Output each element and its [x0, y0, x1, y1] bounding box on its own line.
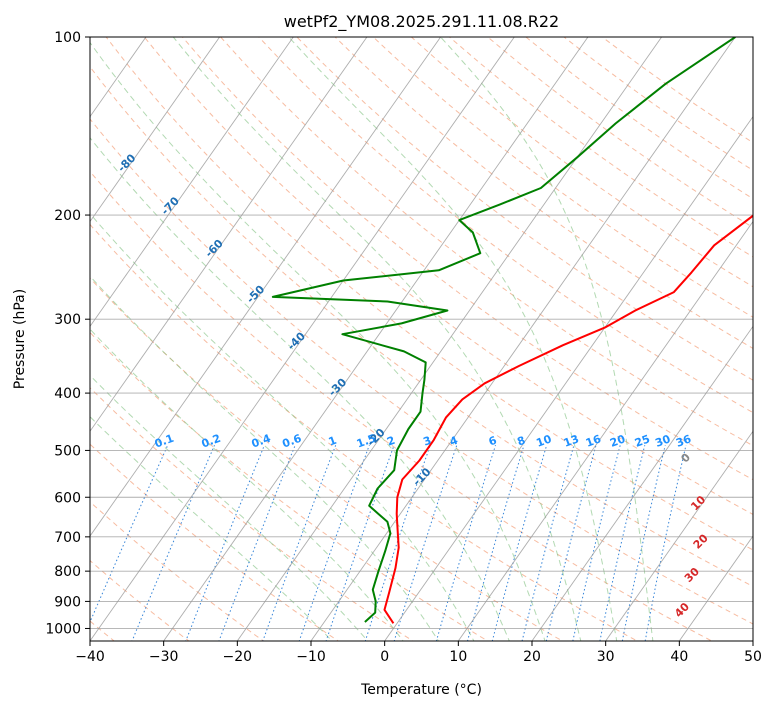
x-tick-label: 40	[670, 649, 688, 665]
mixing-ratio-label: 20	[608, 432, 627, 450]
y-tick-label: 500	[54, 443, 81, 459]
x-tick-label: 0	[380, 649, 389, 665]
dry-adiabat	[296, 37, 753, 381]
mixing-ratio-label: 0.6	[280, 432, 303, 451]
mixing-ratio-line	[218, 445, 296, 641]
moist-adiabat	[90, 41, 546, 641]
mixing-ratio-label: 30	[653, 432, 672, 450]
mixing-ratio-label: 4	[448, 434, 460, 449]
x-tick-label: 30	[597, 649, 615, 665]
mixing-ratio-line	[298, 445, 370, 641]
isotherm-line	[605, 430, 753, 641]
mixing-ratio-label: 1	[327, 434, 339, 449]
moist-adiabat	[90, 275, 440, 641]
y-axis-label: Pressure (hPa)	[12, 289, 28, 389]
y-tick-label: 300	[54, 312, 81, 328]
y-axis: 100 200 300 400 500 600 700 800 900 1000	[45, 30, 90, 637]
x-axis-label: Temperature (°C)	[360, 682, 482, 698]
dry-adiabat	[90, 443, 340, 641]
moist-adiabat	[90, 328, 404, 641]
mixing-ratio-label: 0.2	[200, 432, 223, 451]
mixing-ratio-label: 2	[385, 434, 397, 449]
chart-title: wetPf2_YM08.2025.291.11.08.R22	[284, 12, 559, 32]
mixing-ratio-label: 1.5	[355, 432, 378, 451]
moist-adiabat	[90, 136, 510, 641]
isotherm-line	[90, 37, 515, 641]
y-tick-label: 400	[54, 386, 81, 402]
x-tick-label: −20	[223, 649, 253, 665]
moist-adiabat	[288, 37, 618, 641]
temperature-profile	[383, 214, 753, 624]
mixing-ratio-line	[521, 445, 575, 641]
mixing-ratio-label: 16	[584, 432, 603, 450]
isotherm-line	[90, 37, 442, 537]
dry-adiabat	[90, 118, 753, 625]
isotherm-line	[384, 115, 753, 641]
isotherm-line	[531, 325, 753, 641]
y-tick-label: 100	[54, 30, 81, 46]
mixing-ratio-label: 0.1	[153, 432, 176, 451]
x-axis: −40 −30 −20 −10 0 10 20 30 40 50	[75, 641, 762, 665]
mixing-ratio-label: 3	[421, 434, 433, 449]
mixing-ratio-line	[262, 445, 337, 641]
mixing-ratio-label: 25	[633, 432, 652, 449]
y-tick-label: 800	[54, 564, 81, 580]
mixing-ratio-label: 36	[674, 432, 693, 450]
dry-adiabat	[220, 37, 753, 447]
isotherm-line	[457, 220, 753, 641]
isotherm-line	[90, 37, 221, 223]
y-tick-label: 900	[54, 594, 81, 610]
y-tick-label: 600	[54, 490, 81, 506]
dry-adiabat	[105, 37, 753, 551]
moist-adiabat	[90, 374, 369, 641]
mixing-ratio-label: 13	[562, 432, 581, 449]
mixing-ratio-line	[545, 445, 597, 641]
isotherm-line	[678, 535, 753, 641]
x-tick-label: −10	[296, 649, 326, 665]
isotherm-line	[90, 37, 368, 433]
isotherm-line	[163, 37, 589, 641]
mixing-ratio-line	[491, 445, 548, 641]
mixing-ratio-label: 0.4	[250, 432, 273, 451]
isotherm-line	[90, 37, 294, 328]
isotherm-line	[310, 37, 736, 641]
dewpoint-profile	[271, 37, 736, 623]
isotherm-line	[236, 37, 663, 641]
mixing-ratio-line	[325, 445, 395, 641]
x-tick-label: −40	[75, 649, 105, 665]
moist-adiabat	[439, 37, 654, 641]
moist-adiabat	[172, 37, 582, 641]
y-tick-label: 700	[54, 530, 81, 546]
mixing-ratio-label: 6	[487, 434, 499, 449]
x-tick-label: 10	[449, 649, 467, 665]
x-tick-label: 20	[523, 649, 541, 665]
data-series	[271, 37, 753, 624]
x-tick-label: 50	[744, 649, 762, 665]
y-tick-label: 200	[54, 208, 81, 224]
reference-labels: 0.10.20.40.611.52346810131620253036-100-…	[90, 109, 711, 620]
x-tick-label: −30	[149, 649, 179, 665]
mixing-ratio-label: 8	[515, 434, 527, 449]
plot-frame	[89, 36, 754, 642]
y-tick-label: 1000	[45, 621, 81, 637]
mixing-ratio-label: 10	[535, 432, 554, 450]
